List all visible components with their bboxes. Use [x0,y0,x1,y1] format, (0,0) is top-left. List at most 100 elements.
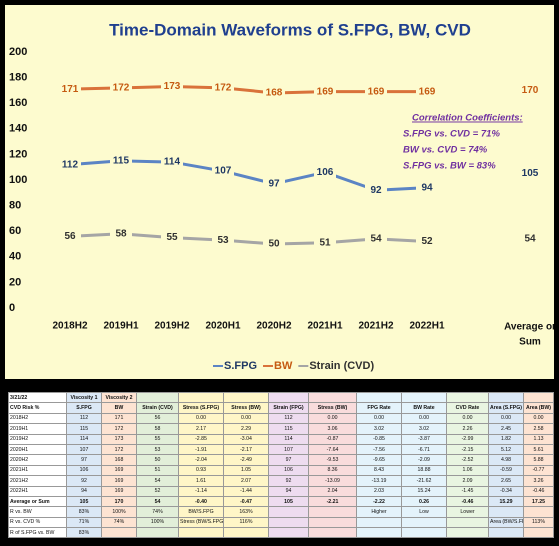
table-cell [356,527,402,539]
table-cell: 105 [268,495,309,508]
table-row: 2019H1 115 172 58 2.17 2.29 115 3.06 3.02 3.02 2.2… [8,423,554,435]
table-cell: 107 [268,443,309,456]
table-cell: R vs. CVD % [8,516,67,529]
table-cell: 3.26 [523,475,554,487]
table-cell: -3.04 [223,433,269,445]
table-cell: 2.03 [356,485,402,497]
annotation: S.FPG vs. CVD = 71% [403,129,500,140]
table-cell: 105 [66,495,102,508]
table-cell: 100% [136,516,179,529]
y-tick-label: 80 [9,200,21,212]
table-cell: 112 [66,412,102,425]
y-tick-label: 100 [9,174,27,186]
y-tick-label: 200 [9,46,27,58]
table-cell: 8.43 [356,464,402,477]
table-row: 2022H1 94 169 52 -1.14 -1.44 94 2.04 2.03 15.24 -1… [8,485,554,497]
table-cell: -6.71 [401,443,447,456]
label-background [263,177,285,190]
table-cell: -2.52 [446,454,489,466]
legend-label: Strain (CVD) [309,360,374,372]
x-tick-label: 2021H2 [358,321,393,332]
table-cell: 0.00 [308,412,357,425]
table-cell: 5.88 [523,454,554,466]
data-label: 112 [62,159,79,170]
table-cell: -2.99 [446,433,489,445]
table-cell [446,516,489,529]
data-label: 169 [317,86,334,97]
y-tick-label: 120 [9,148,27,160]
annotation: Correlation Coefficients: [412,113,523,124]
table-cell: 5.61 [523,443,554,456]
table-cell: -0.47 [223,495,269,508]
table-cell: FPG Rate [356,402,402,414]
table-cell: 100% [101,506,137,518]
x-tick-label: 2019H2 [154,321,189,332]
table-cell [446,391,489,404]
x-tick-label: 2019H1 [103,321,138,332]
data-label: 56 [64,231,76,242]
table-cell: -1.91 [178,443,224,456]
table-cell: Stress (BW/S.FPG) [178,516,224,529]
table-cell: -3.87 [401,433,447,445]
table-cell: 94 [268,485,309,497]
table-cell: 172 [101,443,137,456]
annotation: BW vs. CVD = 74% [403,145,488,156]
table-cell [223,527,269,539]
table-cell: Higher [356,506,402,518]
table-cell: -0.46 [446,495,489,508]
table-cell [401,516,447,529]
table-cell: 2019H1 [8,423,67,435]
table-cell: -0.46 [523,485,554,497]
data-label: 53 [217,235,229,246]
label-background [314,166,336,179]
y-tick-label: 160 [9,97,27,109]
data-label: 54 [370,234,382,245]
legend-label: BW [274,360,293,372]
table-cell: 172 [101,423,137,435]
table-cell: 2.29 [223,423,269,435]
table-cell: -13.09 [308,475,357,487]
table-cell: Strain (CVD) [136,402,179,414]
table-row: 3/21/22 Viscosity 1 Viscosity 2 [8,391,554,404]
table-cell [268,516,309,529]
table-cell [268,391,309,404]
y-tick-label: 40 [9,251,21,263]
table-row: 2019H2 114 173 55 -2.85 -3.04 114 -0.87 -0.85 -3.… [8,433,554,445]
table-cell: 94 [66,485,102,497]
table-cell: 71% [66,516,102,529]
x-tick-label: 2018H2 [52,321,87,332]
data-table: 3/21/22 Viscosity 1 Viscosity 2 CVD Risk % S… [8,391,554,539]
data-label: 169 [368,86,385,97]
label-background [263,86,285,99]
table-cell: 2021H2 [8,475,67,487]
label-background [212,234,234,247]
label-background [110,154,132,167]
x-tick-label: 2020H1 [205,321,240,332]
label-background [59,230,81,243]
table-row: R vs. CVD % 71% 74% 100% Stress (BW/S.FPG) 11… [8,516,554,529]
y-tick-label: 140 [9,123,27,135]
legend-label: S.FPG [224,360,257,372]
table-cell: 2.09 [446,475,489,487]
table-cell: Viscosity 1 [66,391,102,404]
table-cell: 3.02 [401,423,447,435]
table-row: 2020H1 107 172 53 -1.91 -2.17 107 -7.64 -7.56 -6.… [8,443,554,456]
table-cell: -13.19 [356,475,402,487]
table-cell: -0.40 [178,495,224,508]
table-cell: -2.15 [446,443,489,456]
table-cell: 55 [136,433,179,445]
table-cell [136,527,179,539]
table-row: Average or Sum 105 170 54 -0.40 -0.47 105 -2.21… [8,495,554,508]
table-cell [178,391,224,404]
table-cell: 83% [66,506,102,518]
table-cell: 52 [136,485,179,497]
table-cell: 54 [136,475,179,487]
table-cell: 2022H1 [8,485,67,497]
table-cell: 1.06 [446,464,489,477]
table-cell: 171 [101,412,137,425]
table-cell: 0.00 [523,412,554,425]
data-label: 94 [421,182,433,193]
table-cell [136,391,179,404]
table-cell: -7.56 [356,443,402,456]
table-cell: 169 [101,464,137,477]
